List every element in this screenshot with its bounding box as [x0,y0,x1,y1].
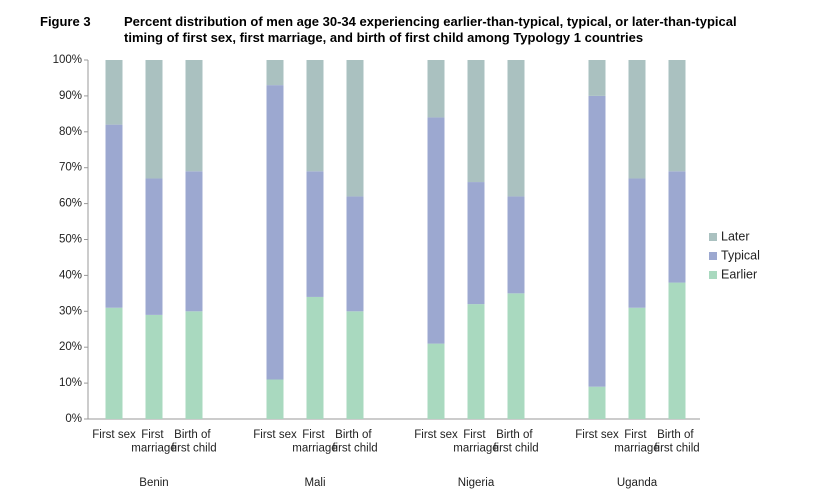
bar-segment [427,60,445,118]
bar-segment [266,85,284,380]
bar-segment [588,60,606,96]
bar-segment [588,386,606,419]
legend-label: Typical [721,248,760,262]
chart-title: Percent distribution of men age 30-34 ex… [124,14,737,45]
x-tick-label: First sex [414,429,458,441]
bar-segment [628,60,646,179]
bar-segment [145,60,163,179]
bar-segment [628,307,646,419]
bar-segment [507,196,525,294]
legend-label: Later [721,229,750,243]
bar-segment [507,60,525,197]
bar-segment [467,60,485,183]
bar-segment [105,307,123,419]
bar-segment [427,343,445,419]
figure-label: Figure 3 [40,14,91,29]
y-tick-label: 30% [59,305,82,317]
bar-segment [185,171,203,312]
y-tick-label: 0% [65,413,82,425]
bar-segment [185,311,203,419]
bar-segment [346,196,364,312]
bar-segment [306,171,324,297]
x-tick-label: First marriage [614,429,659,455]
bar-segment [145,314,163,419]
x-tick-label: First sex [575,429,619,441]
legend-swatch [709,233,717,241]
x-tick-label: First marriage [453,429,498,455]
y-tick-label: 70% [59,162,82,174]
bar-segment [668,60,686,172]
bar-segment [346,60,364,197]
bar-segment [105,60,123,125]
y-tick-label: 40% [59,269,82,281]
x-tick-label: Birth of first child [332,429,377,455]
y-tick-label: 100% [53,54,82,66]
legend-swatch [709,252,717,260]
y-tick-label: 90% [59,90,82,102]
bar-segment [266,60,284,86]
bar-segment [105,124,123,308]
x-tick-label: First marriage [131,429,176,455]
y-tick-label: 50% [59,234,82,246]
bar-segment [668,171,686,283]
x-tick-label: Birth of first child [493,429,538,455]
bar-segment [628,178,646,308]
legend-label: Earlier [721,267,757,281]
bar-segment [467,304,485,419]
bar-segment [266,379,284,419]
y-tick-label: 20% [59,341,82,353]
legend-swatch [709,271,717,279]
bar-segment [507,293,525,419]
group-label: Nigeria [458,477,495,489]
y-tick-label: 80% [59,126,82,138]
bar-segment [346,311,364,419]
x-tick-label: First sex [92,429,136,441]
bar-segment [306,296,324,419]
group-label: Uganda [617,477,658,489]
group-label: Mali [304,477,325,489]
bar-segment [588,95,606,387]
bar-segment [185,60,203,172]
bar-segment [467,182,485,305]
x-tick-label: Birth of first child [654,429,699,455]
bar-segment [145,178,163,315]
y-tick-label: 10% [59,377,82,389]
bar-segment [306,60,324,172]
x-tick-label: Birth of first child [171,429,216,455]
bar-segment [668,282,686,419]
x-tick-label: First marriage [292,429,337,455]
bar-segment [427,117,445,344]
group-label: Benin [139,477,168,489]
y-tick-label: 60% [59,198,82,210]
x-tick-label: First sex [253,429,297,441]
